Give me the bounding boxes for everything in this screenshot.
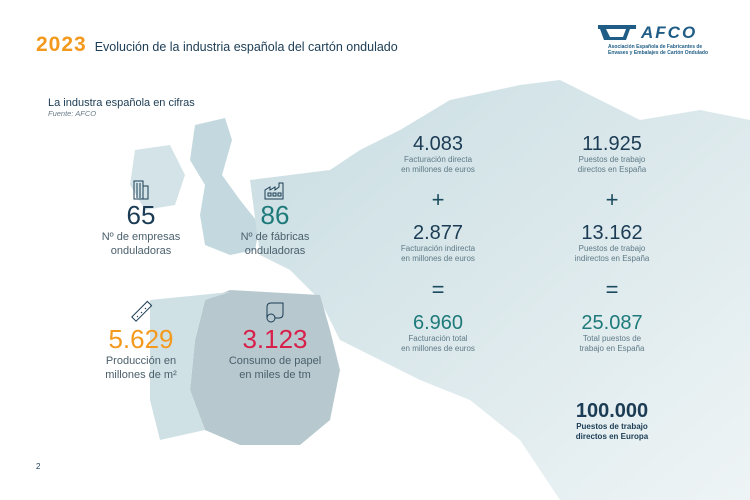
page-number: 2 (36, 462, 41, 471)
stat-label: en miles de tm (239, 369, 311, 381)
stat-label: indirectos en España (574, 254, 650, 263)
stat-value: 3.123 (242, 324, 308, 354)
billing-total: 6.960 Facturación total en millones de e… (368, 312, 508, 354)
jobs-direct-spain: 11.925 Puestos de trabajo directos en Es… (542, 133, 682, 175)
stat-value: 100.000 (575, 400, 649, 422)
stat-label: en millones de euros (401, 254, 475, 263)
equals-sign: = (431, 277, 445, 302)
jobs-total-spain: 25.087 Total puestos de trabajo en Españ… (542, 312, 682, 354)
billing-direct: 4.083 Facturación directa en millones de… (368, 133, 508, 175)
equals-sign: = (605, 277, 619, 302)
section-heading: La industra española en cifras Fuente: A… (48, 97, 195, 118)
stat-label: Total puestos de (582, 334, 642, 343)
logo-name: AFCO (641, 23, 698, 42)
stat-label: Puestos de trabajo (578, 244, 646, 253)
billing-indirect: 2.877 Facturación indirecta en millones … (368, 222, 508, 264)
stat-label: Consumo de papel (228, 355, 322, 367)
plus-sign: + (431, 187, 445, 212)
stat-label: Facturación total (408, 334, 468, 343)
paper-roll-icon (210, 302, 340, 324)
stat-label: onduladoras (110, 245, 172, 257)
stat-label: directos en Europa (575, 432, 649, 441)
building-icon (76, 178, 206, 200)
page-header: 2023 Evolución de la industria española … (36, 33, 398, 57)
jobs-europe: 100.000 Puestos de trabajo directos en E… (542, 400, 682, 442)
stat-label: Facturación directa (403, 155, 473, 164)
stat-companies: 65 Nº de empresas onduladoras (76, 178, 206, 258)
stat-production: 5.629 Producción en millones de m² (76, 300, 206, 382)
stat-value: 65 (126, 200, 156, 230)
stat-label: Facturación indirecta (400, 244, 476, 253)
stat-paper-consumption: 3.123 Consumo de papel en miles de tm (210, 302, 340, 382)
stat-value: 13.162 (581, 222, 643, 244)
factory-icon (210, 178, 340, 200)
stat-value: 86 (260, 200, 290, 230)
stat-value: 6.960 (412, 312, 464, 334)
stat-factories: 86 Nº de fábricas onduladoras (210, 178, 340, 258)
jobs-indirect-spain: 13.162 Puestos de trabajo indirectos en … (542, 222, 682, 264)
logo-subtitle-2: Envases y Embalajes de Cartón Ondulado (608, 50, 709, 56)
afco-emblem-icon (598, 25, 636, 40)
stat-label: trabajo en España (579, 344, 645, 353)
stat-label: en millones de euros (401, 165, 475, 174)
stat-label: Nº de empresas (101, 231, 181, 243)
stat-label: millones de m² (105, 369, 177, 381)
afco-logo: AFCO Asociación Española de Fabricantes … (596, 22, 726, 56)
plus-sign: + (605, 187, 619, 212)
stat-value: 4.083 (412, 133, 464, 155)
stat-label: Puestos de trabajo (578, 155, 646, 164)
stat-label: Producción en (105, 355, 177, 367)
stat-value: 2.877 (412, 222, 464, 244)
stat-label: onduladoras (244, 245, 306, 257)
section-title: La industra española en cifras (48, 97, 195, 109)
ruler-icon (76, 300, 206, 324)
stat-label: directos en España (577, 165, 647, 174)
stat-value: 11.925 (582, 133, 642, 155)
stat-label: Nº de fábricas (240, 231, 310, 243)
year: 2023 (36, 33, 87, 56)
stat-value: 5.629 (108, 324, 174, 354)
stat-label: Puestos de trabajo (576, 422, 648, 431)
logo-subtitle-1: Asociación Española de Fabricantes de (608, 44, 703, 50)
page-title: Evolución de la industria española del c… (94, 40, 398, 54)
stat-value: 25.087 (581, 312, 643, 334)
stat-label: en millones de euros (401, 344, 475, 353)
section-source: Fuente: AFCO (48, 109, 97, 118)
